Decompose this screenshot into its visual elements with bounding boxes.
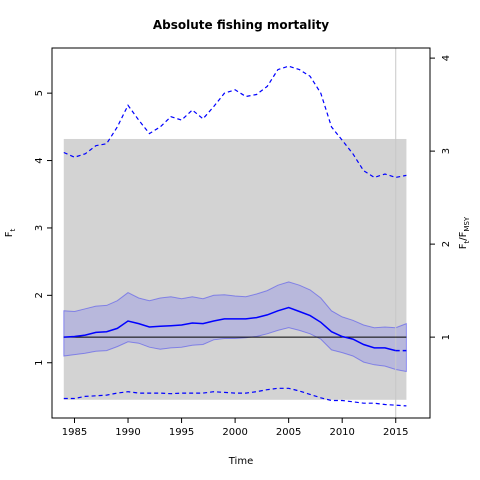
y-axis-title-sub: t	[9, 228, 17, 231]
ci-lower-line	[63, 387, 407, 407]
ci-upper-line	[63, 65, 407, 179]
x-tick-label: 2000	[222, 427, 247, 438]
chart-title: Absolute fishing mortality	[153, 18, 329, 32]
y-tick-label: 2	[34, 292, 45, 298]
y2-axis-title-num-sub: t	[463, 240, 471, 243]
x-tick-label: 1985	[62, 427, 87, 438]
x-tick-label: 1995	[169, 427, 194, 438]
y2-tick-label: 2	[441, 241, 452, 247]
credible-band	[63, 281, 407, 373]
y-tick-label: 5	[34, 90, 45, 96]
plot-area: 1985 1990 1995 2000 2005 2010 2015 1 2 3 4 5 1 2 3 4	[34, 47, 452, 438]
y2-axis-title-den-sub: MSY	[463, 216, 471, 231]
y2-axis-title-den: F	[458, 231, 469, 237]
plot-frame	[51, 47, 431, 419]
median-line	[63, 306, 396, 352]
y-axis-title: Ft	[4, 228, 17, 237]
y2-axis-title-slash: /	[458, 237, 469, 241]
y-tick-label: 3	[34, 225, 45, 231]
y2-tick-label: 1	[441, 334, 452, 340]
x-tick-label: 2010	[329, 427, 354, 438]
x-tick-label: 1990	[115, 427, 140, 438]
y-axis-title-main: F	[4, 231, 15, 237]
y2-tick-label: 3	[441, 148, 452, 154]
x-tick-label: 2015	[383, 427, 408, 438]
grey-uncertainty-band	[63, 138, 407, 400]
x-axis-title: Time	[228, 456, 253, 467]
y-tick-label: 1	[34, 360, 45, 366]
y2-tick-label: 4	[441, 55, 452, 61]
x-tick-label: 2005	[276, 427, 301, 438]
y-tick-label: 4	[34, 157, 45, 163]
y2-axis-title: Ft/FMSY	[458, 216, 471, 249]
y2-axis-title-num: F	[458, 243, 469, 249]
